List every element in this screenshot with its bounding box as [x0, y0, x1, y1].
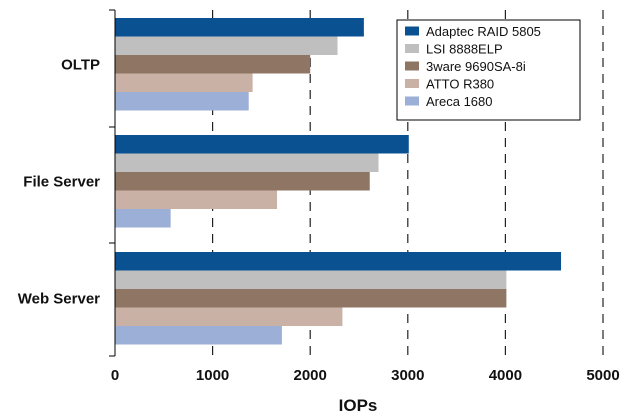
bar: [115, 289, 507, 308]
x-tick-label: 4000: [489, 367, 522, 384]
legend-entry: 3ware 9690SA-8i: [426, 59, 526, 74]
bar: [115, 135, 409, 154]
bar: [115, 190, 278, 209]
bars: [115, 18, 562, 345]
legend-entry: ATTO R380: [426, 77, 494, 92]
legend-swatch: [405, 61, 419, 71]
bar: [115, 153, 379, 172]
bar: [115, 209, 171, 228]
labels: 0 1000 2000 3000 4000 5000 OLTP File Server Web …: [18, 56, 620, 384]
bar: [115, 55, 311, 74]
x-tick-label: 1000: [196, 367, 229, 384]
category-label: Web Server: [18, 290, 100, 307]
x-tick-label: 3000: [391, 367, 424, 384]
axes: [109, 9, 116, 357]
category-label: OLTP: [61, 56, 100, 73]
category-label: File Server: [23, 173, 100, 190]
legend-entry: Adaptec RAID 5805: [426, 24, 541, 39]
x-tick-label: 0: [111, 367, 119, 384]
bar: [115, 18, 364, 37]
bar: [115, 326, 282, 345]
bar: [115, 73, 253, 92]
x-tick-label: 5000: [586, 367, 619, 384]
x-axis-title: IOPs: [339, 396, 378, 415]
legend-swatch: [405, 96, 419, 106]
legend-swatch: [405, 79, 419, 88]
bar: [115, 36, 338, 55]
x-tick-label: 2000: [294, 367, 327, 384]
bar: [115, 252, 562, 271]
bar: [115, 92, 249, 111]
legend-entry: Areca 1680: [426, 94, 493, 109]
bar: [115, 172, 370, 191]
legend-swatch: [405, 44, 419, 53]
bar: [115, 307, 343, 326]
legend-swatch: [405, 26, 419, 36]
legend-box: [396, 19, 581, 121]
legend: Adaptec RAID 5805 LSI 8888ELP 3ware 9690SA…: [396, 19, 581, 121]
bar: [115, 270, 507, 289]
legend-entry: LSI 8888ELP: [426, 42, 503, 57]
